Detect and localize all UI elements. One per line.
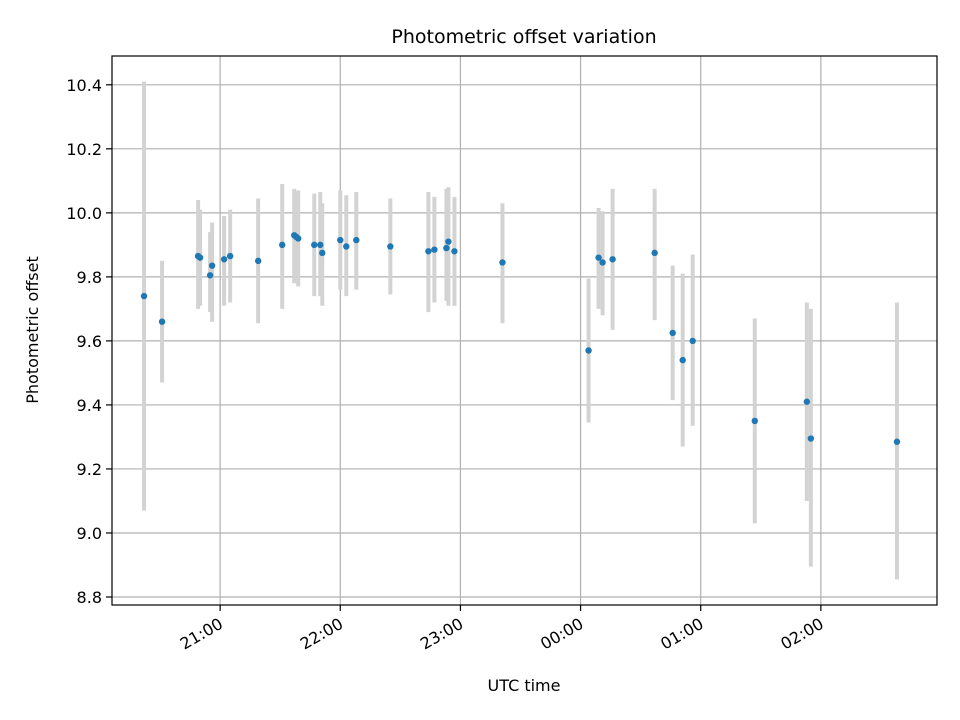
data-point	[196, 254, 204, 261]
data-point	[220, 256, 228, 263]
data-point	[431, 246, 438, 253]
data-point	[206, 272, 214, 279]
gridlines	[112, 56, 937, 605]
data-point	[803, 398, 811, 405]
x-tick-label: 22:00	[297, 614, 346, 654]
data-point	[599, 259, 606, 266]
data-point	[451, 248, 458, 255]
data-point	[226, 252, 234, 260]
data-point	[140, 292, 148, 300]
data-point	[751, 417, 758, 425]
data-point	[208, 262, 216, 269]
y-tick-label: 10.0	[66, 204, 102, 223]
error-bars	[142, 81, 899, 580]
plot-frame	[111, 55, 938, 606]
data-point	[337, 236, 344, 244]
data-point	[343, 243, 350, 250]
chart-title: Photometric offset variation	[391, 26, 656, 48]
x-tick-label: 23:00	[417, 614, 466, 654]
data-point	[279, 241, 286, 249]
data-point	[609, 256, 616, 263]
data-point	[499, 259, 506, 266]
data-point	[893, 438, 901, 445]
data-point	[353, 236, 360, 244]
data-point	[443, 244, 450, 252]
y-tick-label: 9.8	[77, 268, 102, 287]
y-tick-label: 9.6	[77, 332, 102, 351]
y-tick-label: 8.8	[77, 588, 102, 607]
x-tick-label: 00:00	[537, 614, 586, 654]
data-point	[425, 248, 432, 255]
y-tick-label: 9.2	[77, 460, 102, 479]
data-point	[311, 241, 318, 249]
data-point	[669, 329, 676, 337]
y-axis: 8.8 9.0 9.2 9.4 9.6 9.8 10.0 10.2 10.4	[66, 76, 112, 607]
data-point	[585, 347, 592, 354]
data-point	[651, 249, 658, 257]
data-point	[295, 235, 302, 242]
data-point	[445, 238, 452, 245]
y-tick-label: 10.4	[66, 76, 102, 95]
x-tick-label: 02:00	[777, 614, 826, 654]
y-tick-label: 10.2	[66, 140, 102, 159]
x-tick-label: 21:00	[177, 614, 226, 654]
data-points	[140, 232, 901, 445]
y-tick-label: 9.4	[77, 396, 102, 415]
y-axis-label: Photometric offset	[23, 256, 42, 404]
x-axis: 21:00 22:00 23:00 00:00 01:00 02:00	[177, 605, 827, 654]
data-point	[158, 318, 166, 325]
data-point	[807, 435, 815, 442]
data-point	[254, 257, 262, 265]
data-point	[689, 337, 696, 345]
x-tick-label: 01:00	[657, 614, 706, 654]
data-point	[387, 243, 394, 250]
data-point	[595, 254, 602, 261]
x-axis-label: UTC time	[488, 676, 561, 695]
data-point	[319, 249, 326, 257]
data-point	[679, 356, 686, 364]
y-tick-label: 9.0	[77, 524, 102, 543]
data-point	[317, 241, 324, 249]
